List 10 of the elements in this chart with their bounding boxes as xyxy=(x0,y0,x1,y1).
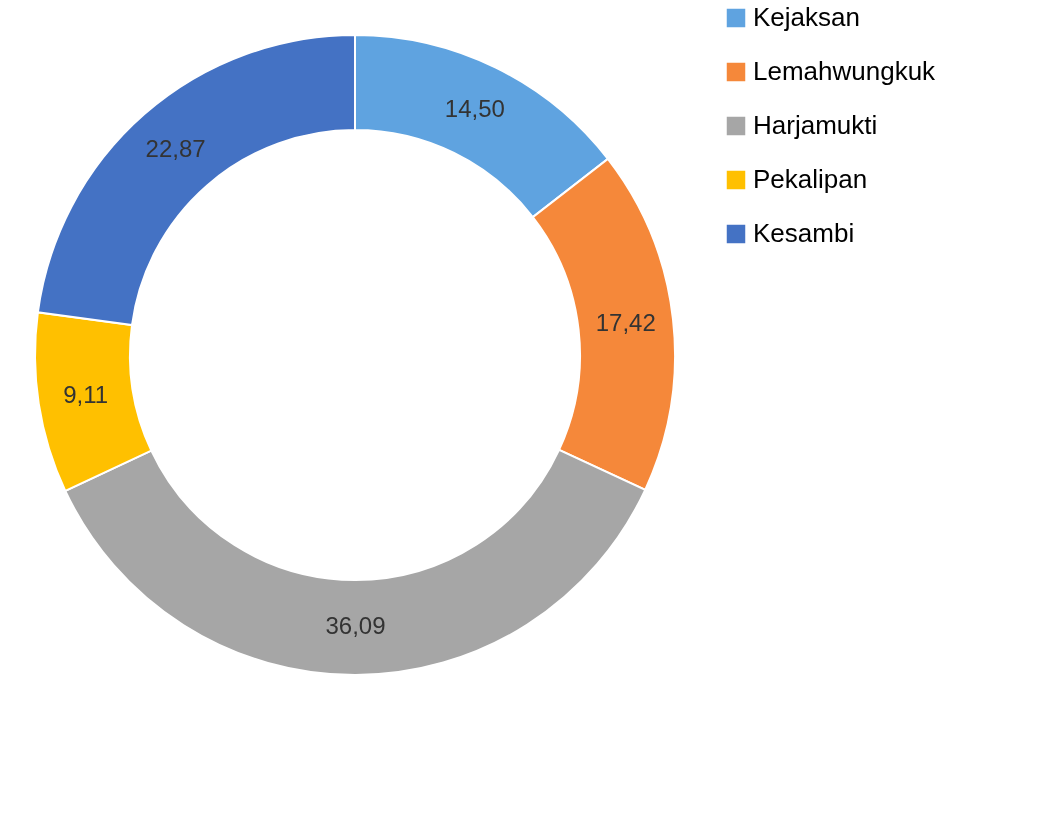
legend-label: Kesambi xyxy=(753,218,855,248)
legend-label: Harjamukti xyxy=(753,110,878,140)
data-label: 9,11 xyxy=(63,381,109,409)
data-label: 36,09 xyxy=(325,612,386,640)
legend-label: Pekalipan xyxy=(753,164,868,194)
legend-label: Lemahwungkuk xyxy=(753,56,937,86)
data-label: 17,42 xyxy=(595,309,656,337)
data-label: 22,87 xyxy=(145,134,206,162)
data-label: 14,50 xyxy=(444,95,505,123)
legend-label: Kejaksan xyxy=(753,2,860,32)
